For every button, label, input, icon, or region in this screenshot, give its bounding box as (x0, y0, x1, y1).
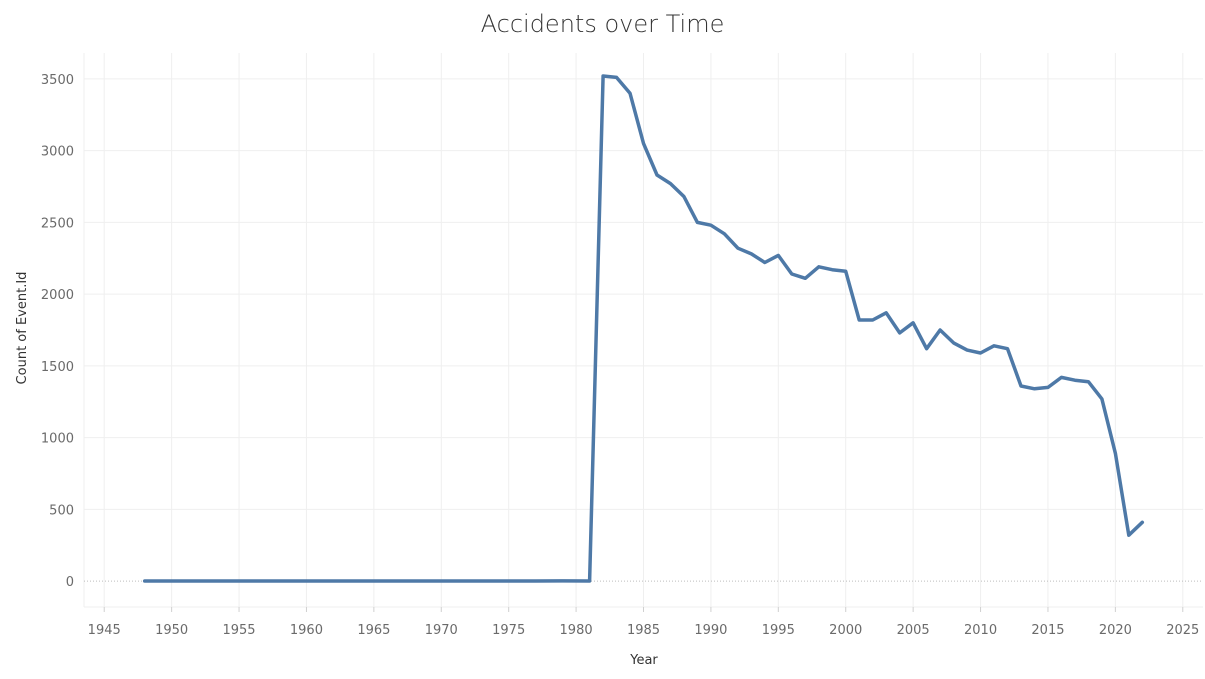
x-axis-title: Year (629, 653, 658, 668)
y-tick-label: 500 (49, 503, 74, 518)
x-tick-label: 2010 (964, 623, 997, 638)
x-tick-label: 1965 (357, 623, 390, 638)
y-tick-label: 3500 (41, 73, 74, 88)
x-tick-label: 1955 (222, 623, 255, 638)
x-tick-label: 1970 (425, 623, 458, 638)
chart-title: Accidents over Time (480, 10, 725, 38)
y-tick-label: 3000 (41, 145, 74, 160)
y-axis-ticks: 0 500 1000 1500 2000 2500 3000 3500 (41, 73, 74, 590)
x-tick-label: 2020 (1099, 623, 1132, 638)
x-tick-label: 2005 (897, 623, 930, 638)
series-line (142, 74, 1145, 583)
x-tick-label: 1960 (290, 623, 323, 638)
y-tick-label: 0 (66, 575, 74, 590)
x-tick-label: 2015 (1031, 623, 1064, 638)
series-layer (142, 74, 1145, 583)
x-tick-label: 1985 (627, 623, 660, 638)
x-tick-label: 1975 (492, 623, 525, 638)
x-tick-label: 1945 (88, 623, 121, 638)
x-tick-label: 1990 (694, 623, 727, 638)
x-tick-label: 2000 (829, 623, 862, 638)
x-tick-label: 1980 (560, 623, 593, 638)
y-tick-label: 2000 (41, 288, 74, 303)
x-axis-ticks: 1945 1950 1955 1960 1965 1970 1975 1980 1985 1990… (88, 607, 1199, 638)
grid (83, 53, 1203, 608)
y-tick-label: 1500 (41, 360, 74, 375)
x-tick-label: 1995 (762, 623, 795, 638)
x-tick-label: 2025 (1166, 623, 1199, 638)
x-tick-label: 1950 (155, 623, 188, 638)
y-axis-title: Count of Event.Id (15, 272, 30, 385)
y-tick-label: 1000 (41, 432, 74, 447)
y-tick-label: 2500 (41, 216, 74, 231)
